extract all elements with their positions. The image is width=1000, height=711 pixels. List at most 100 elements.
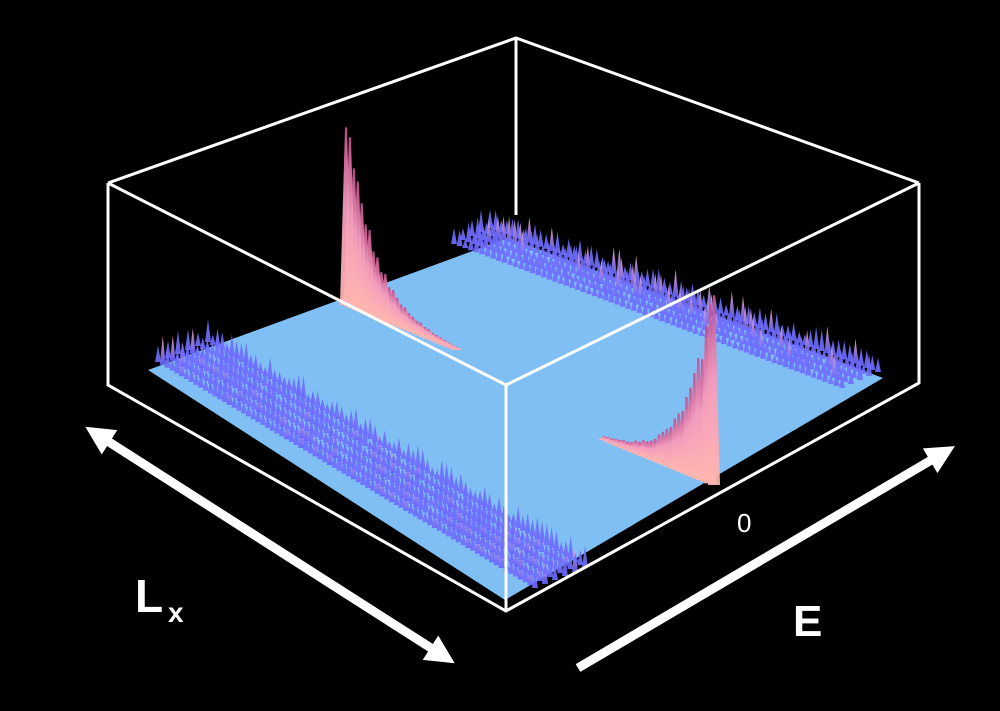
- ridge-spike: [815, 345, 822, 358]
- ridge-spike: [270, 394, 277, 412]
- ridge-spike: [778, 325, 785, 351]
- ridge-spike: [169, 357, 176, 371]
- ridge-spike: [589, 271, 596, 288]
- ridge-spike: [462, 238, 469, 249]
- ridge-spike: [261, 384, 268, 396]
- ridge-spike: [494, 538, 501, 556]
- ridge-spike: [773, 312, 780, 335]
- ridge-spike: [681, 312, 688, 330]
- peak-spike: [708, 295, 720, 485]
- ridge-spike: [489, 526, 496, 543]
- ridge-spike: [548, 527, 555, 548]
- ridge-spike: [777, 344, 784, 366]
- box-frame-back: [107, 36, 920, 215]
- ridge-spike: [534, 516, 541, 540]
- ridge-spike: [482, 230, 489, 249]
- ridge-spike: [299, 416, 306, 429]
- ridge-spike: [817, 351, 824, 366]
- ridge-spike: [528, 543, 535, 556]
- ridge-spike: [481, 486, 488, 508]
- ridge-spike: [810, 369, 817, 378]
- ridge-spike: [827, 375, 834, 384]
- ridge-spike: [528, 230, 535, 251]
- ridge-spike: [314, 401, 321, 418]
- ridge-spike: [543, 543, 550, 555]
- box-frame-front: [106, 181, 921, 613]
- ridge-spike: [233, 340, 240, 360]
- ridge-spike: [771, 355, 778, 363]
- ridge-spike: [593, 248, 600, 268]
- ridge-spike: [700, 294, 707, 308]
- ridge-spike: [460, 534, 467, 546]
- ridge-spike: [212, 369, 219, 387]
- ridge-spike: [476, 497, 483, 515]
- ridge-spike: [546, 259, 553, 280]
- ridge-spike: [333, 400, 340, 420]
- ridge-spike: [636, 302, 643, 313]
- ridge-spike: [456, 229, 463, 247]
- ridge-spike: [741, 333, 748, 345]
- ridge-spike: [542, 563, 549, 575]
- ridge-spike: [729, 330, 736, 341]
- ridge-spike: [511, 219, 518, 245]
- ridge-spike: [261, 368, 268, 387]
- ridge-spike: [508, 557, 515, 574]
- ridge-spike: [274, 406, 281, 424]
- ridge-spike: [493, 231, 500, 253]
- ridge-spike: [634, 285, 641, 305]
- ridge-spike: [299, 402, 306, 419]
- ridge-spike: [255, 405, 262, 423]
- ridge-spike: [701, 306, 708, 330]
- ridge-spike: [275, 401, 282, 415]
- ridge-spike: [237, 360, 244, 372]
- ridge-spike: [735, 330, 742, 343]
- ridge-spike: [682, 296, 689, 316]
- ridge-spike: [692, 324, 699, 334]
- ridge-spike: [237, 363, 244, 382]
- ridge-spike: [851, 366, 858, 378]
- ridge-spike: [457, 493, 464, 504]
- ridge-spike: [352, 407, 359, 431]
- ridge-spike: [866, 353, 872, 376]
- lx-axis-subscript: x: [168, 597, 184, 628]
- lx-axis-arrow: [85, 426, 455, 664]
- ridge-spike: [529, 519, 536, 537]
- ridge-spike: [548, 226, 555, 251]
- ridge-spike: [553, 248, 560, 268]
- ridge-spike: [271, 370, 278, 383]
- ridge-spike: [500, 216, 507, 241]
- ridge-spike: [466, 502, 473, 519]
- ridge-spike: [245, 403, 252, 417]
- energy-axis-arrow: [575, 446, 955, 672]
- ridge-spike: [858, 347, 865, 366]
- ridge-spike: [290, 392, 297, 404]
- ridge-spike: [256, 390, 263, 403]
- ridge-spike: [562, 540, 569, 557]
- ridge-spike: [232, 361, 239, 379]
- ridge-spike: [835, 339, 842, 358]
- ridge-spike: [768, 308, 775, 333]
- ridge-spike: [860, 364, 867, 374]
- ridge-spike: [687, 316, 694, 332]
- ridge-spike: [763, 340, 770, 353]
- ridge-spike: [209, 334, 216, 345]
- ridge-spike: [727, 310, 734, 332]
- ridge-spike: [309, 390, 316, 405]
- ridge-spike: [260, 400, 267, 416]
- ridge-spike: [461, 509, 468, 526]
- ridge-spike: [465, 222, 472, 243]
- ridge-spike: [732, 339, 739, 349]
- ridge-spike: [514, 526, 521, 538]
- ridge-spike: [538, 536, 545, 552]
- ridge-spike: [816, 367, 823, 380]
- ridge-spike: [718, 315, 725, 336]
- ridge-spike: [184, 343, 191, 360]
- ridge-spike: [174, 350, 181, 364]
- ridge-spike: [623, 291, 630, 301]
- ridge-spike: [572, 272, 579, 282]
- ridge-spike: [696, 305, 703, 328]
- ridge-spike: [507, 255, 514, 265]
- ridge-spike: [673, 299, 680, 320]
- ridge-spike: [567, 552, 574, 570]
- ridge-spike: [822, 364, 829, 382]
